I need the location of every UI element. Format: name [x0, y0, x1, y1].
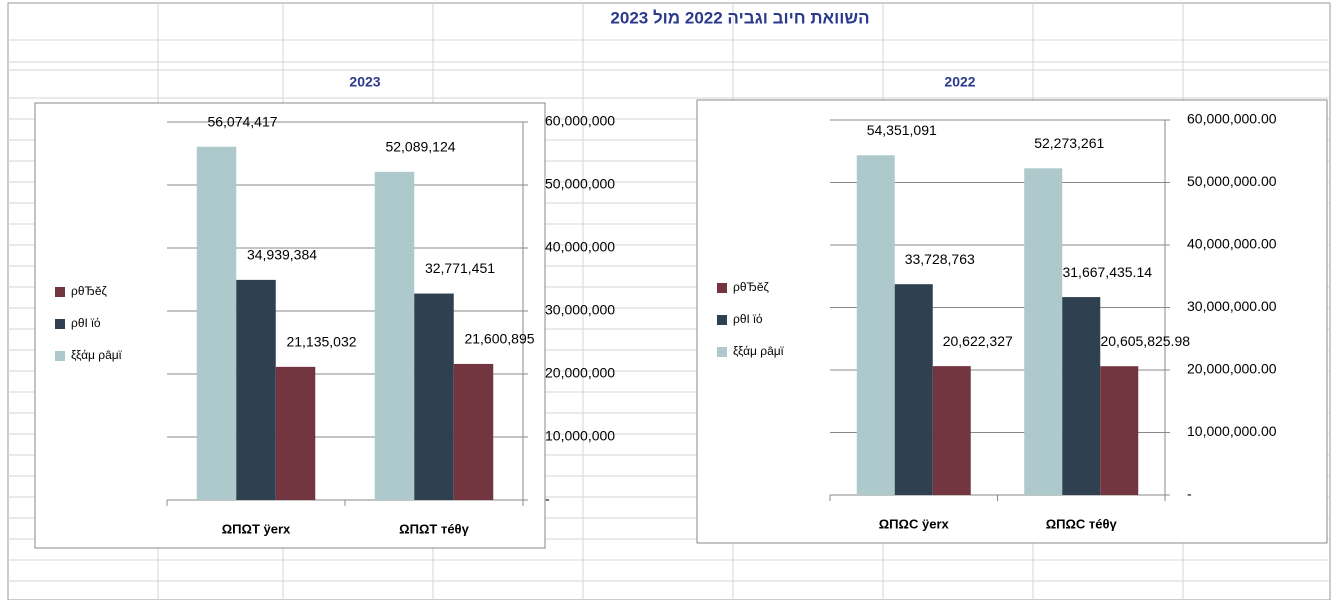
bar — [196, 146, 237, 500]
chart-frame — [696, 99, 1328, 544]
data-label: 33,728,763 — [905, 251, 975, 267]
x-tick-label: ΩΠΩC ÿerx — [879, 516, 950, 531]
legend-swatch — [717, 283, 727, 293]
legend-label: ρθΙ ϊό — [71, 316, 101, 330]
x-tick-label: ΩΠΩC ᴛéθγ — [1046, 516, 1118, 531]
legend-label: ξξάμ ρâμϊ — [71, 348, 122, 362]
legend-swatch — [55, 287, 65, 297]
sheet-title: השוואת חיוב וגביה 2022 מול 2023 — [610, 8, 869, 27]
legend-label: ρθЂĕζ — [733, 280, 770, 294]
chart-title: 2023 — [349, 74, 380, 90]
y-tick-label: 40,000,000.00 — [1187, 236, 1277, 252]
y-tick-label: 60,000,000 — [545, 113, 615, 129]
legend-swatch — [717, 347, 727, 357]
y-tick-label: 20,000,000 — [545, 365, 615, 381]
data-label: 32,771,451 — [425, 260, 495, 276]
data-label: 21,600,895 — [464, 331, 534, 347]
y-tick-label: - — [545, 491, 550, 507]
x-tick-label: ΩΠΩΤ ᴛéθγ — [399, 521, 469, 536]
y-tick-label: 30,000,000 — [545, 302, 615, 318]
bar — [894, 284, 933, 495]
x-tick-label: ΩΠΩΤ ÿerx — [222, 521, 291, 536]
bar — [932, 366, 971, 495]
y-tick-label: 60,000,000.00 — [1187, 111, 1277, 127]
data-label: 34,939,384 — [247, 247, 317, 263]
bar — [414, 293, 454, 500]
data-label: 20,605,825.98 — [1100, 333, 1190, 349]
data-label: 52,273,261 — [1034, 135, 1104, 151]
bar — [236, 279, 276, 500]
legend-label: ρθΙ ϊό — [733, 312, 763, 326]
y-tick-label: 10,000,000 — [545, 428, 615, 444]
legend-swatch — [55, 351, 65, 361]
charts: 2023 - 10,000,000 20,000,000 30,000,000 40,00… — [34, 74, 1328, 549]
data-label: 52,089,124 — [385, 139, 455, 155]
data-label: 31,667,435.14 — [1062, 264, 1152, 280]
y-tick-label: 50,000,000 — [545, 176, 615, 192]
y-tick-label: 20,000,000.00 — [1187, 361, 1277, 377]
data-label: 54,351,091 — [867, 122, 937, 138]
data-label: 56,074,417 — [207, 113, 277, 129]
bar — [374, 171, 415, 501]
data-label: 20,622,327 — [943, 333, 1013, 349]
legend-swatch — [55, 319, 65, 329]
legend-label: ρθЂĕζ — [71, 284, 108, 298]
bar — [275, 366, 316, 500]
bar — [856, 155, 895, 496]
legend-label: ξξάμ ρâμϊ — [733, 344, 784, 358]
bar — [453, 363, 494, 500]
bar — [1100, 366, 1139, 495]
chart-title: 2022 — [944, 74, 975, 90]
y-tick-label: 30,000,000.00 — [1187, 298, 1277, 314]
y-tick-label: 50,000,000.00 — [1187, 173, 1277, 189]
bar — [1024, 168, 1063, 495]
legend-swatch — [717, 315, 727, 325]
bar — [1062, 297, 1101, 495]
y-tick-label: - — [1187, 486, 1192, 502]
y-tick-label: 40,000,000 — [545, 239, 615, 255]
y-tick-label: 10,000,000.00 — [1187, 423, 1277, 439]
data-label: 21,135,032 — [286, 334, 356, 350]
